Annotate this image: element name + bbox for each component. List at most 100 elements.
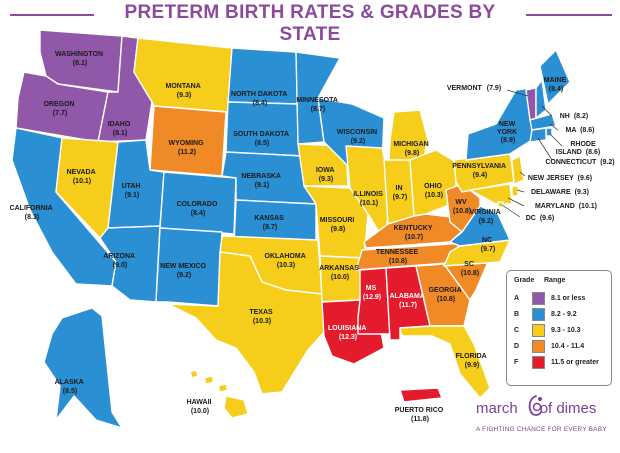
label-nh-value: (8.2) [574, 113, 588, 120]
label-wy-name: WYOMING [169, 140, 205, 147]
brand-tagline: A FIGHTING CHANCE FOR EVERY BABY [476, 426, 607, 433]
label-pr-name: PUERTO RICO [395, 407, 444, 414]
label-id-value: (8.1) [113, 130, 127, 137]
label-mo-value: (9.8) [331, 226, 345, 233]
label-ny-name2: YORK [497, 129, 517, 136]
legend-range: 11.5 or greater [551, 358, 599, 366]
legend-swatch [532, 307, 545, 321]
legend-grade-header: Grade [514, 277, 535, 284]
state-shape-az [99, 225, 161, 303]
state-shape-ga [415, 263, 471, 327]
label-mt-name: MONTANA [166, 83, 201, 90]
state-shape-de [511, 185, 519, 197]
label-md-name: MARYLAND [535, 203, 575, 210]
label-in-name: IN [396, 185, 403, 192]
label-tn-value: (10.8) [389, 258, 407, 265]
label-mi: MICHIGAN (9.8) [393, 141, 430, 157]
legend-swatch [532, 323, 545, 337]
label-la-value: (12.3) [339, 334, 357, 341]
legend-row: D 10.4 - 11.4 [514, 338, 604, 354]
label-tx: TEXAS (10.3) [249, 309, 274, 325]
label-hi-name: HAWAII [187, 399, 212, 406]
brand-name: march of dimes [476, 400, 596, 417]
label-ks: KANSAS (8.7) [254, 215, 286, 231]
label-la: LOUISIANA (12.3) [328, 325, 368, 341]
label-nj: NEW JERSEY (9.6) [528, 175, 592, 182]
label-nv: NEVADA (10.1) [67, 169, 98, 185]
label-vt-value: (7.9) [487, 85, 501, 92]
map-title: PRETERM BIRTH RATES & GRADES BY STATE [124, 2, 496, 45]
label-fl-value: (9.9) [465, 362, 479, 369]
label-md: MARYLAND (10.1) [535, 203, 597, 210]
label-ct-value: (9.2) [600, 159, 614, 166]
label-nm-value: (9.2) [177, 272, 191, 279]
state-shape-dc [497, 201, 504, 208]
label-ne-value: (9.1) [255, 182, 269, 189]
label-pa-name: PENNSYLVANIA [452, 163, 506, 170]
label-or: OREGON (7.7) [43, 101, 76, 117]
label-fl: FLORIDA (9.9) [456, 353, 489, 369]
label-ar-value: (10.0) [331, 274, 349, 281]
label-wv-value: (10.8) [453, 208, 471, 215]
state-shape-tx [167, 251, 327, 395]
label-ri-name2: ISLAND [556, 149, 582, 156]
state-shape-in [383, 159, 415, 225]
label-ak-name: ALASKA [55, 379, 84, 386]
label-ma-name: MA [566, 127, 577, 134]
label-ga: GEORGIA (10.8) [429, 287, 464, 303]
label-me: MAINE (8.4) [544, 77, 569, 93]
label-ar: ARKANSAS (10.0) [319, 265, 361, 281]
leader-nj [519, 171, 526, 177]
label-wy-value: (11.2) [178, 149, 196, 156]
state-shape-md [469, 183, 513, 205]
march-of-dimes-logo: march of dimes A FIGHTING CHANCE FOR EVER… [476, 395, 616, 450]
legend-range: 9.3 - 10.3 [551, 326, 581, 334]
label-sc-name: SC [464, 261, 474, 268]
label-nj-name: NEW JERSEY [528, 175, 574, 182]
label-ia-name: IOWA [316, 167, 335, 174]
label-nm: NEW MEXICO (9.2) [160, 263, 208, 279]
legend-grade: D [514, 342, 520, 350]
leader-ma [549, 123, 559, 131]
label-wi-value: (9.2) [351, 138, 365, 145]
label-nm-name: NEW MEXICO [160, 263, 206, 270]
label-ms-name: MS [366, 285, 377, 292]
label-nd: NORTH DAKOTA (8.4) [231, 91, 289, 107]
label-ms: MS (12.9) [363, 285, 381, 301]
label-mo-name: MISSOURI [320, 217, 355, 224]
label-nd-value: (8.4) [253, 100, 267, 107]
state-shape-nm [155, 227, 223, 307]
title-rule-right [526, 14, 612, 16]
leader-ct [537, 137, 553, 161]
label-ak: ALASKA (8.5) [55, 379, 86, 395]
label-ms-value: (12.9) [363, 294, 381, 301]
legend-row: A 8.1 or less [514, 290, 604, 306]
label-az: ARIZONA (9.0) [103, 253, 137, 269]
state-shape-pr [399, 387, 443, 403]
label-va-name: VIRGINIA [470, 209, 501, 216]
label-sd-value: (8.5) [255, 140, 269, 147]
title-bar: PRETERM BIRTH RATES & GRADES BY STATE [0, 0, 620, 45]
label-ca-value: (8.3) [25, 214, 39, 221]
legend-swatch [532, 339, 545, 353]
label-me-name: MAINE [544, 77, 567, 84]
label-ma: MA (8.6) [566, 127, 595, 134]
label-mo: MISSOURI (9.8) [320, 217, 357, 233]
label-ne: NEBRASKA (9.1) [241, 173, 282, 189]
label-ga-value: (10.8) [437, 296, 455, 303]
label-co: COLORADO (8.4) [177, 201, 220, 217]
label-pr-value: (11.8) [411, 416, 429, 423]
label-pa-value: (9.4) [473, 172, 487, 179]
label-al-name: ALABAMA [389, 293, 424, 300]
label-mt-value: (9.3) [177, 92, 191, 99]
legend-range-header: Range [544, 277, 566, 284]
label-mn-name: MINNESOTA [296, 97, 337, 104]
label-ok-value: (10.3) [277, 262, 295, 269]
label-va-value: (9.2) [479, 218, 493, 225]
label-il: ILLINOIS (10.1) [353, 191, 385, 207]
legend: Grade Range A 8.1 or less B 8.2 - 9.2 C … [506, 270, 612, 386]
label-hi-value: (10.0) [191, 408, 209, 415]
label-az-value: (9.0) [113, 262, 127, 269]
label-tn-name: TENNESSEE [376, 249, 419, 256]
label-ok-name: OKLAHOMA [265, 253, 306, 260]
